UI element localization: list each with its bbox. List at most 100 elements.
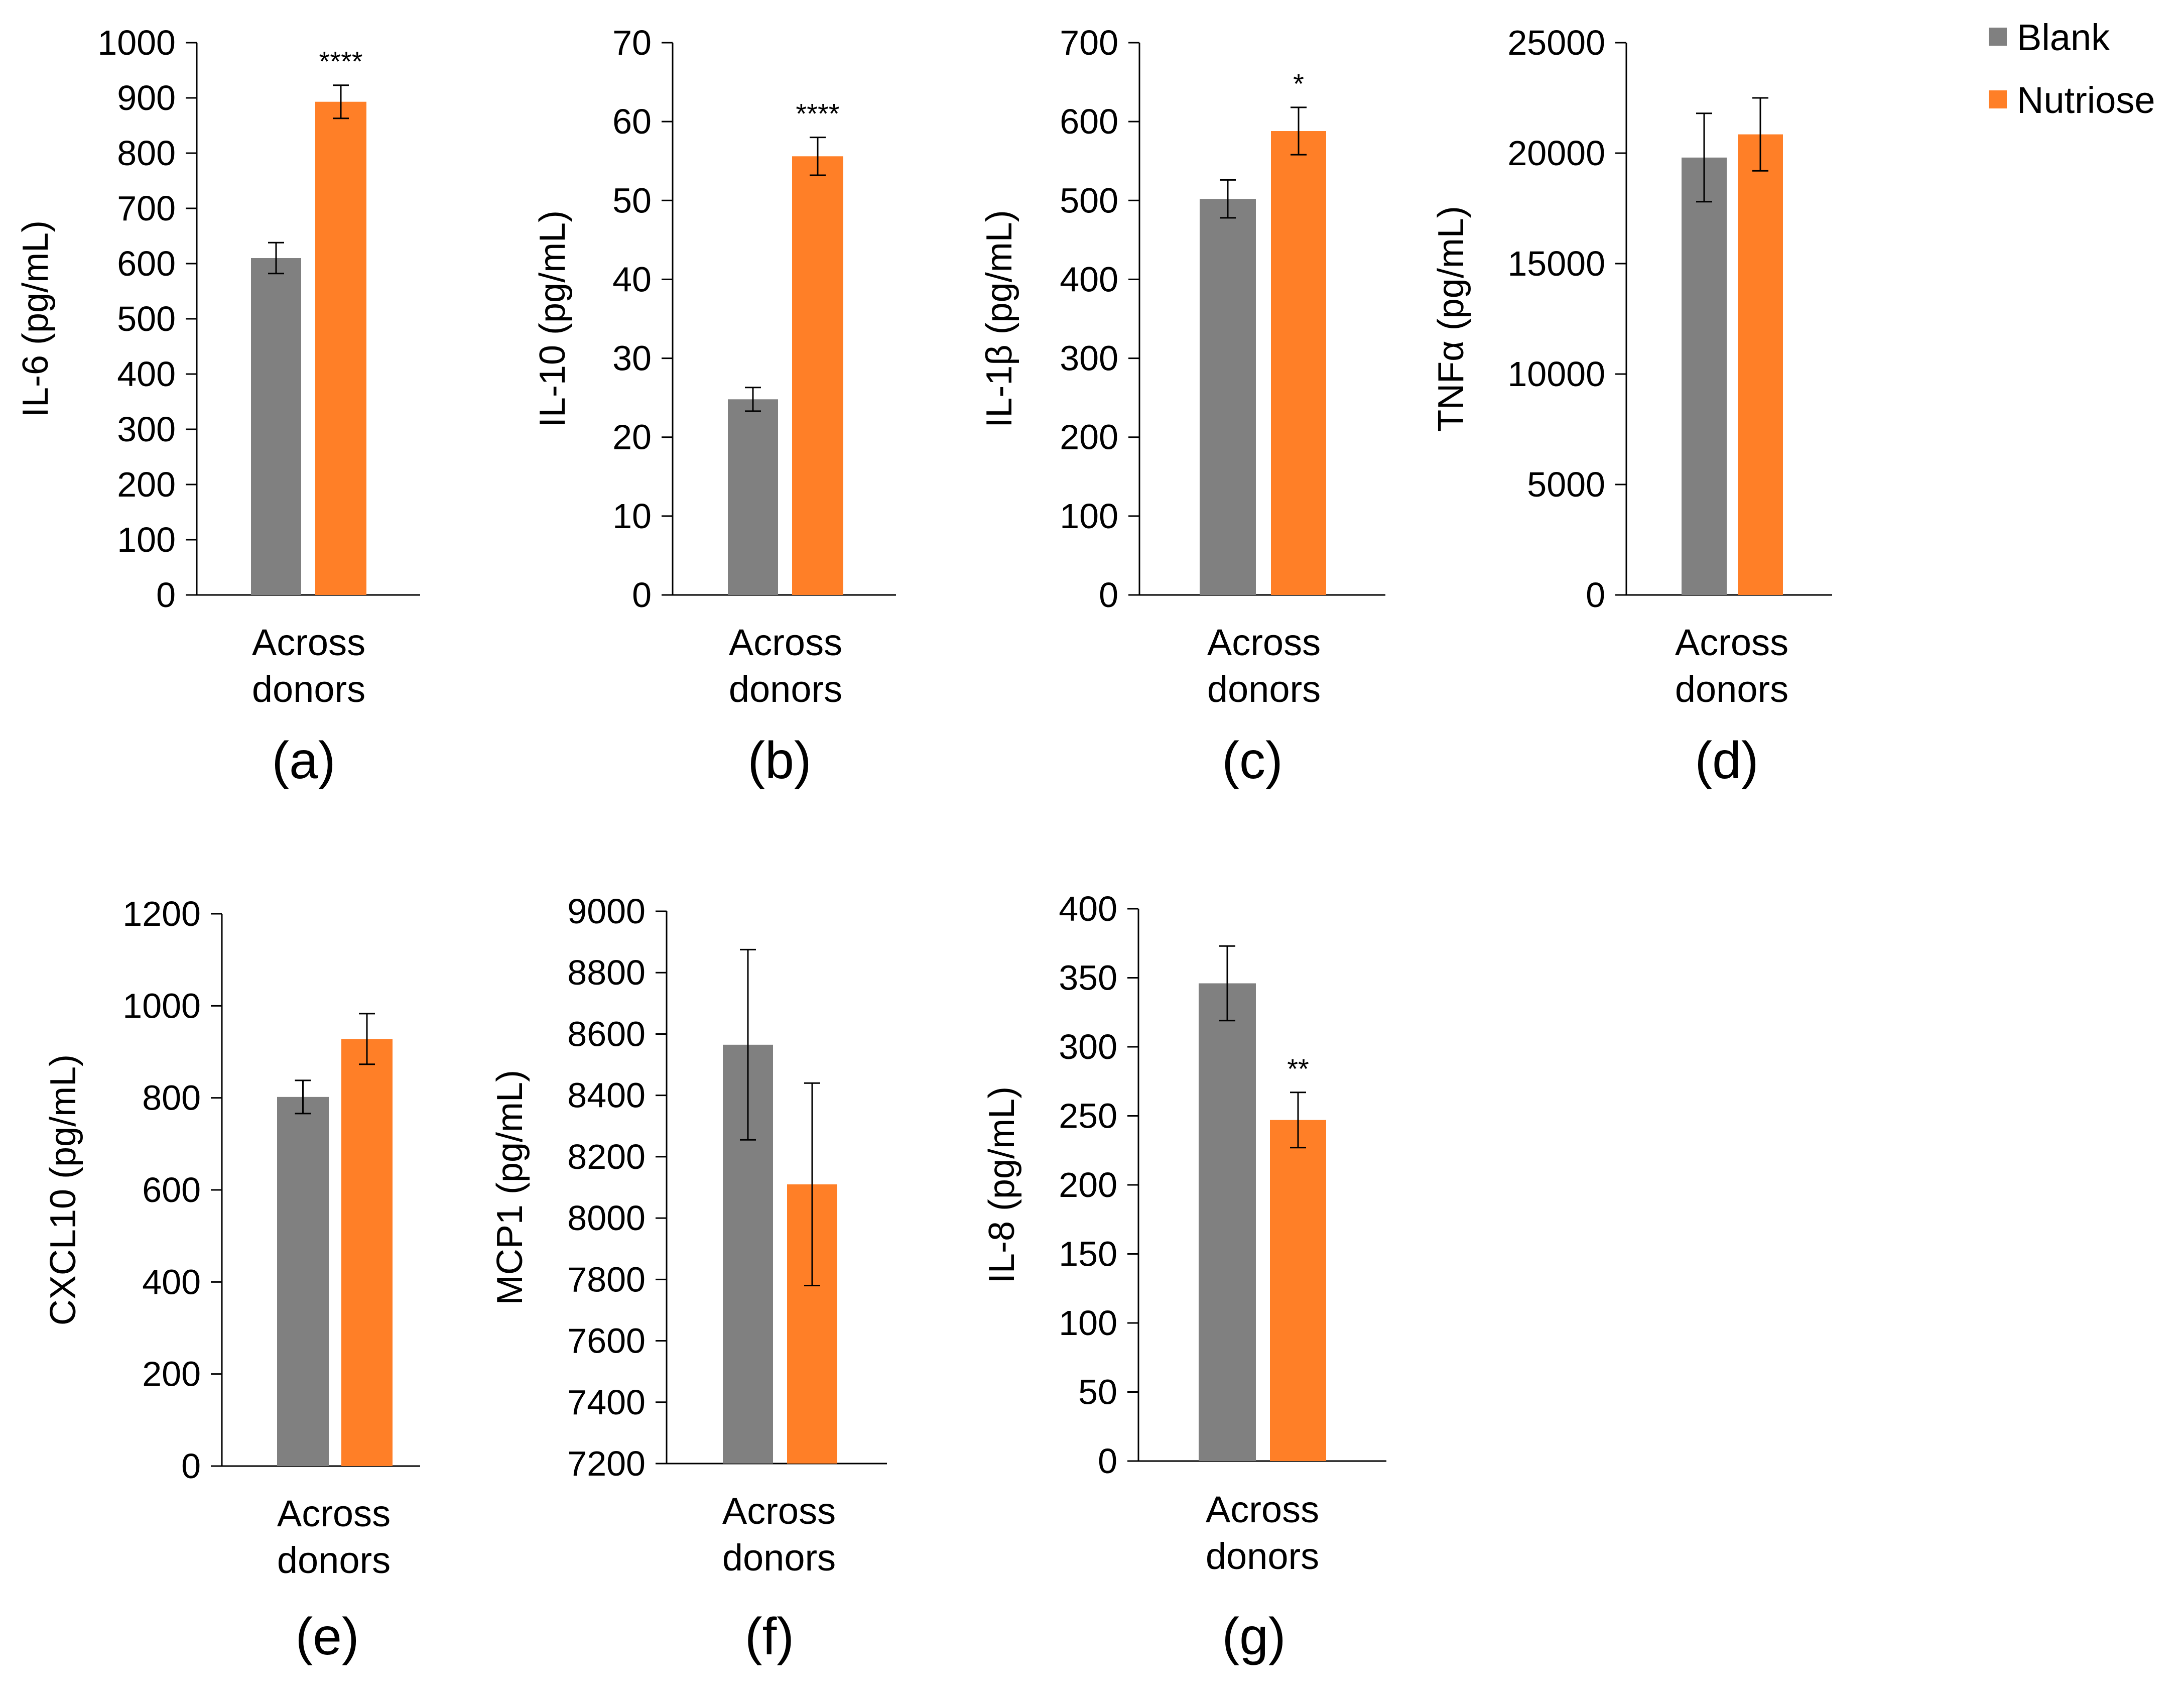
legend-label-nutriose: Nutriose [2017,79,2155,121]
y-tick-label: 7400 [567,1383,646,1422]
y-tick-label: 300 [1059,1027,1117,1066]
y-tick-label: 600 [117,244,176,283]
y-tick-label: 40 [612,260,652,299]
x-category-label: Across [722,1490,836,1532]
chart-panel-4: 0 200 400 600 800 1000 1200 CXCL10 (pg/mL) Acros… [43,894,420,1666]
chart-panel-3: 0 5000 10000 15000 20000 25000 TNFα (pg/mL) Acr… [1431,23,1832,790]
y-axis-title: TNFα (pg/mL) [1431,206,1471,432]
y-tick-label: 0 [1586,575,1605,615]
x-category-label: donors [1207,668,1321,710]
bar-blank [1682,157,1727,595]
y-tick-label: 30 [612,339,652,378]
chart-panel-0: 0 100 200 300 400 500 600 700 800 900 1000 IL-6 (pg… [16,23,420,790]
y-tick-label: 0 [181,1446,201,1486]
x-category-label: donors [252,668,365,710]
bar-blank [728,399,778,595]
y-tick-label: 250 [1059,1097,1117,1136]
x-category-label: Across [277,1493,391,1534]
y-tick-label: 70 [612,23,652,62]
y-axis-title: IL-6 (pg/mL) [16,220,56,417]
significance-label: **** [796,98,839,130]
significance-label: **** [319,46,362,77]
y-tick-label: 900 [117,78,176,117]
panel-label: (a) [272,732,335,790]
y-axis-title: IL-8 (pg/mL) [982,1086,1022,1283]
y-tick-label: 7800 [567,1260,646,1299]
y-tick-label: 7600 [567,1321,646,1361]
x-category-label: Across [1207,622,1321,663]
legend-swatch-blank [1989,28,2007,46]
y-axis-title: IL-10 (pg/mL) [533,210,573,427]
chart-panel-1: 0 10 20 30 40 50 60 70 IL-10 (pg/mL) **** Across do… [533,23,896,790]
bar-nutriose [315,101,366,595]
y-tick-label: 700 [117,189,176,228]
y-tick-label: 200 [142,1355,201,1394]
y-tick-label: 600 [1060,102,1118,141]
panel-label: (f) [745,1608,794,1666]
legend: Blank Nutriose [1989,17,2155,121]
legend-swatch-nutriose [1989,90,2007,108]
bar-blank [277,1097,329,1466]
chart-panel-6: 0 50 100 150 200 250 300 350 400 IL-8 (pg/mL) ** Ac… [982,889,1386,1666]
y-tick-label: 20 [612,418,652,457]
y-tick-label: 10 [612,497,652,536]
chart-panel-5: 7200 7400 7600 7800 8000 8200 8400 8600 8800 9000… [490,892,887,1666]
panel-label: (e) [295,1608,359,1666]
y-tick-label: 400 [1060,260,1118,299]
x-category-label: Across [729,622,842,663]
y-tick-label: 0 [1099,575,1118,615]
y-tick-label: 0 [1098,1441,1117,1481]
y-tick-label: 100 [117,520,176,559]
y-tick-label: 8200 [567,1137,646,1176]
y-tick-label: 800 [142,1078,201,1118]
y-tick-label: 500 [117,299,176,338]
y-tick-label: 50 [612,181,652,220]
y-tick-label: 400 [1059,889,1117,928]
bar-nutriose [1738,134,1783,595]
y-tick-label: 15000 [1507,244,1605,283]
panel-label: (b) [747,732,811,790]
y-axis-title: IL-1β (pg/mL) [979,210,1019,428]
chart-panel-2: 0 100 200 300 400 500 600 700 IL-1β (pg/mL) * Acro… [979,23,1385,790]
y-tick-label: 100 [1059,1303,1117,1343]
y-axis-title: CXCL10 (pg/mL) [43,1054,83,1325]
y-tick-label: 8600 [567,1014,646,1053]
y-tick-label: 9000 [567,892,646,931]
y-tick-label: 400 [142,1262,201,1301]
y-tick-label: 200 [117,465,176,504]
y-tick-label: 8800 [567,953,646,992]
y-tick-label: 1200 [122,894,201,933]
y-tick-label: 300 [117,410,176,449]
bar-blank [251,258,301,595]
y-tick-label: 25000 [1507,23,1605,62]
y-tick-label: 800 [117,134,176,173]
y-tick-label: 10000 [1507,354,1605,394]
significance-label: * [1293,68,1304,99]
y-tick-label: 350 [1059,958,1117,998]
x-category-label: donors [277,1539,391,1581]
x-category-label: donors [729,668,842,710]
bar-nutriose [792,156,843,595]
y-tick-label: 8400 [567,1076,646,1115]
y-tick-label: 400 [117,354,176,394]
x-category-label: Across [1206,1489,1319,1530]
x-category-label: donors [722,1537,836,1579]
y-axis-title: MCP1 (pg/mL) [490,1070,530,1305]
y-tick-label: 200 [1060,418,1118,457]
y-tick-label: 0 [156,575,176,615]
y-tick-label: 7200 [567,1444,646,1483]
y-tick-label: 60 [612,102,652,141]
y-tick-label: 150 [1059,1235,1117,1274]
bar-blank [1200,199,1256,595]
y-tick-label: 200 [1059,1165,1117,1204]
y-tick-label: 8000 [567,1198,646,1238]
y-tick-label: 0 [632,575,652,615]
panel-label: (d) [1695,732,1758,790]
y-tick-label: 100 [1060,497,1118,536]
bar-nutriose [1271,131,1326,595]
panel-label: (g) [1222,1608,1286,1666]
legend-label-blank: Blank [2017,17,2110,58]
x-category-label: donors [1675,668,1788,710]
